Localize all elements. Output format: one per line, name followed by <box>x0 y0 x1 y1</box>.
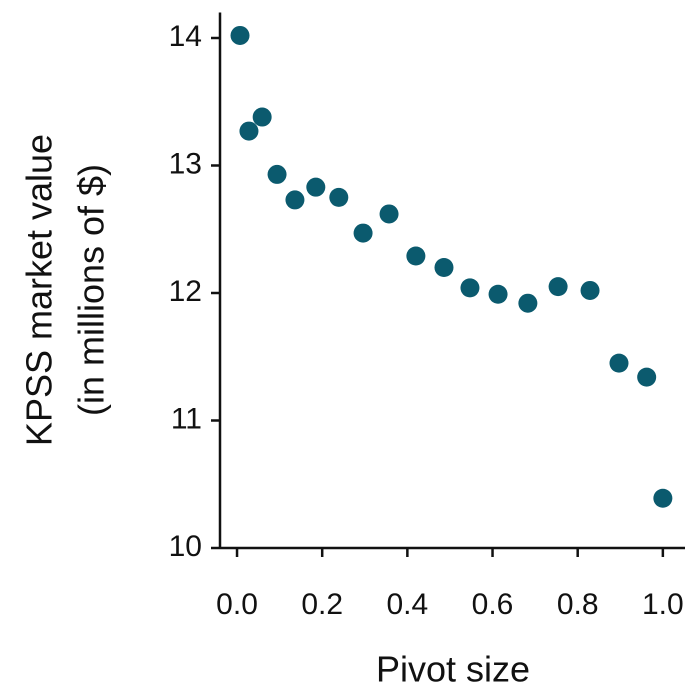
point <box>379 204 399 224</box>
point <box>637 367 657 387</box>
point <box>267 164 287 184</box>
x-tick-label: 0.0 <box>216 588 258 621</box>
x-tick-label: 1.0 <box>642 588 684 621</box>
point <box>488 284 508 304</box>
x-tick-label: 0.8 <box>557 588 599 621</box>
point <box>460 278 480 298</box>
y-tick-label: 11 <box>171 402 202 435</box>
point <box>580 280 600 300</box>
point <box>285 190 305 210</box>
point <box>518 293 538 313</box>
point <box>230 25 250 45</box>
point <box>548 277 568 297</box>
y-tick-label: 12 <box>169 275 202 308</box>
y-tick-label: 10 <box>169 530 202 563</box>
point <box>434 258 454 277</box>
point <box>609 353 629 373</box>
point <box>329 187 349 207</box>
y-tick-label: 14 <box>169 20 202 53</box>
y-axis-label: KPSS market value <box>19 134 60 446</box>
x-axis-label: Pivot size <box>376 649 530 690</box>
x-tick-label: 0.6 <box>472 588 514 621</box>
y-tick-label: 13 <box>169 147 202 180</box>
x-tick-label: 0.4 <box>387 588 429 621</box>
point <box>353 223 373 243</box>
point <box>306 177 326 197</box>
x-tick-label: 0.2 <box>301 588 343 621</box>
y-axis-label: (in millions of $) <box>71 164 112 416</box>
point <box>239 121 259 141</box>
point <box>653 488 673 508</box>
point <box>406 246 426 266</box>
point <box>252 107 272 127</box>
